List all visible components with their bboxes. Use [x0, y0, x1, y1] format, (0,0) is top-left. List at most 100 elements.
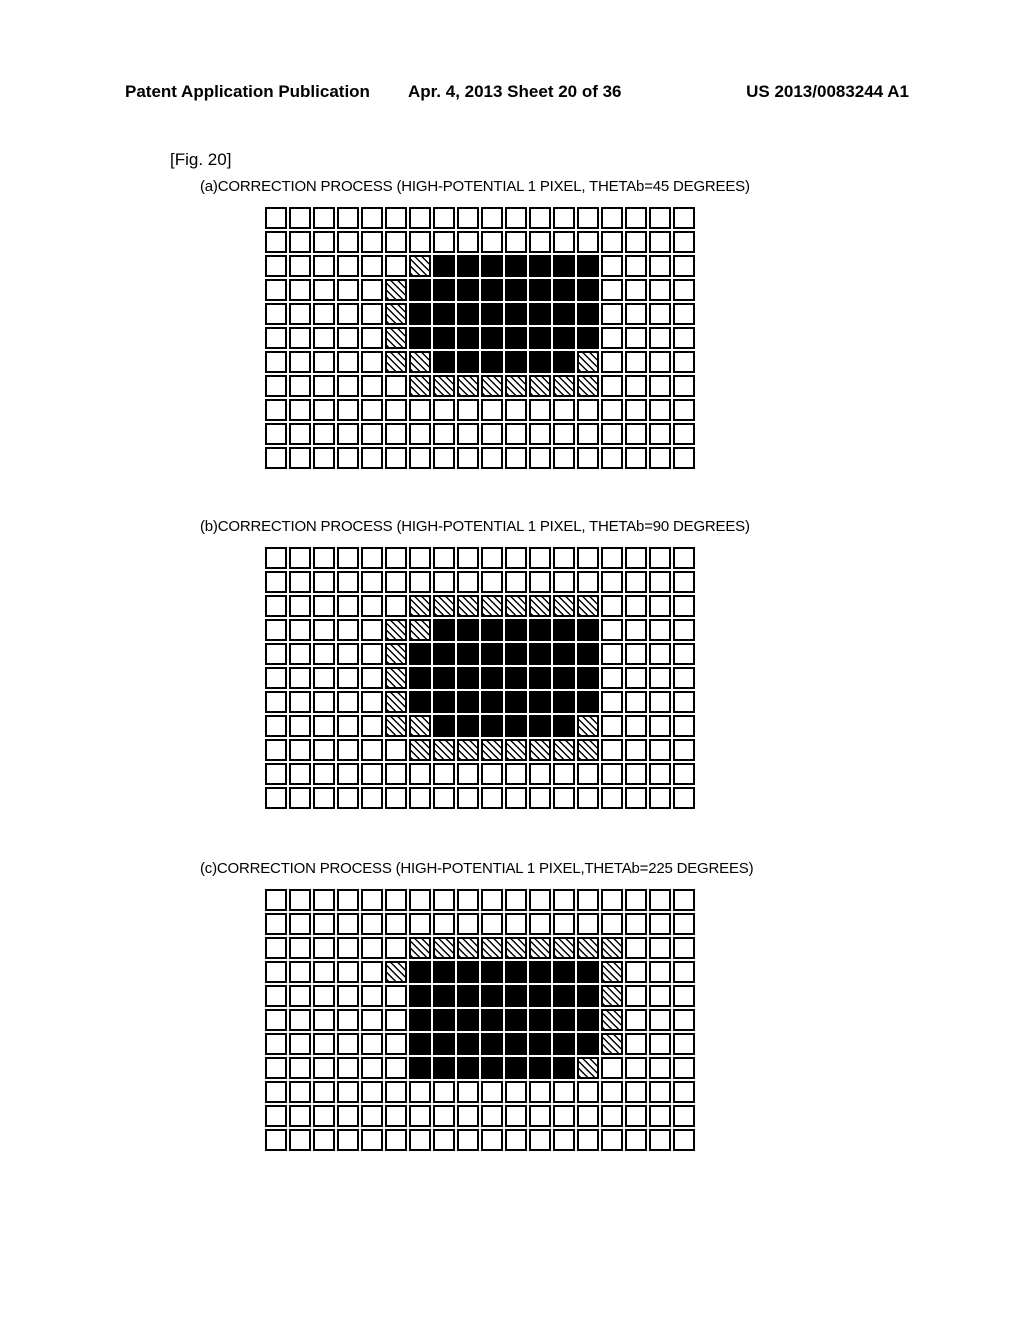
- pixel-cell: [481, 255, 503, 277]
- pixel-cell: [601, 985, 623, 1007]
- pixel-cell: [601, 763, 623, 785]
- pixel-cell: [649, 1057, 671, 1079]
- pixel-cell: [529, 763, 551, 785]
- pixel-cell: [409, 1081, 431, 1103]
- pixel-cell: [385, 447, 407, 469]
- pixel-cell: [553, 763, 575, 785]
- pixel-cell: [289, 691, 311, 713]
- pixel-cell: [313, 619, 335, 641]
- pixel-cell: [337, 619, 359, 641]
- pixel-cell: [265, 207, 287, 229]
- pixel-cell: [457, 1081, 479, 1103]
- pixel-cell: [409, 375, 431, 397]
- pixel-cell: [289, 447, 311, 469]
- pixel-cell: [601, 207, 623, 229]
- pixel-cell: [433, 327, 455, 349]
- pixel-cell: [289, 303, 311, 325]
- pixel-cell: [625, 447, 647, 469]
- pixel-cell: [433, 351, 455, 373]
- pixel-cell: [265, 1057, 287, 1079]
- pixel-cell: [409, 1105, 431, 1127]
- pixel-cell: [457, 1057, 479, 1079]
- pixel-cell: [601, 327, 623, 349]
- pixel-cell: [265, 715, 287, 737]
- pixel-cell: [265, 913, 287, 935]
- pixel-cell: [529, 595, 551, 617]
- pixel-cell: [361, 1033, 383, 1055]
- pixel-cell: [601, 1033, 623, 1055]
- pixel-cell: [337, 787, 359, 809]
- pixel-cell: [457, 255, 479, 277]
- pixel-cell: [577, 889, 599, 911]
- pixel-cell: [601, 571, 623, 593]
- pixel-cell: [673, 231, 695, 253]
- diagram-block-2: (c)CORRECTION PROCESS (HIGH-POTENTIAL 1 …: [200, 860, 760, 1153]
- pixel-cell: [649, 231, 671, 253]
- pixel-cell: [433, 961, 455, 983]
- pixel-cell: [529, 571, 551, 593]
- pixel-cell: [457, 423, 479, 445]
- pixel-cell: [649, 961, 671, 983]
- pixel-cell: [313, 985, 335, 1007]
- pixel-cell: [265, 889, 287, 911]
- pixel-cell: [409, 787, 431, 809]
- diagram-caption: (b)CORRECTION PROCESS (HIGH-POTENTIAL 1 …: [200, 518, 760, 535]
- pixel-cell: [361, 327, 383, 349]
- pixel-cell: [457, 447, 479, 469]
- pixel-cell: [625, 399, 647, 421]
- pixel-cell: [553, 1105, 575, 1127]
- pixel-cell: [457, 691, 479, 713]
- pixel-cell: [577, 961, 599, 983]
- pixel-cell: [337, 423, 359, 445]
- pixel-cell: [361, 375, 383, 397]
- pixel-cell: [529, 985, 551, 1007]
- pixel-cell: [289, 715, 311, 737]
- pixel-cell: [577, 1009, 599, 1031]
- pixel-cell: [409, 739, 431, 761]
- pixel-cell: [625, 207, 647, 229]
- pixel-cell: [481, 937, 503, 959]
- pixel-cell: [529, 937, 551, 959]
- pixel-cell: [481, 1129, 503, 1151]
- pixel-cell: [673, 985, 695, 1007]
- pixel-cell: [265, 595, 287, 617]
- pixel-cell: [673, 375, 695, 397]
- pixel-cell: [433, 447, 455, 469]
- pixel-cell: [289, 961, 311, 983]
- pixel-cell: [409, 279, 431, 301]
- pixel-cell: [385, 787, 407, 809]
- pixel-cell: [457, 619, 479, 641]
- pixel-cell: [577, 619, 599, 641]
- pixel-cell: [577, 303, 599, 325]
- pixel-cell: [265, 619, 287, 641]
- pixel-cell: [457, 547, 479, 569]
- pixel-cell: [481, 763, 503, 785]
- pixel-cell: [553, 739, 575, 761]
- pixel-cell: [433, 913, 455, 935]
- pixel-cell: [433, 985, 455, 1007]
- pixel-cell: [433, 231, 455, 253]
- pixel-cell: [289, 1033, 311, 1055]
- pixel-cell: [481, 1057, 503, 1079]
- pixel-cell: [625, 423, 647, 445]
- pixel-cell: [385, 423, 407, 445]
- pixel-cell: [313, 207, 335, 229]
- pixel-cell: [625, 739, 647, 761]
- pixel-cell: [505, 1033, 527, 1055]
- pixel-cell: [601, 447, 623, 469]
- pixel-cell: [265, 1081, 287, 1103]
- pixel-cell: [265, 787, 287, 809]
- pixel-cell: [577, 1057, 599, 1079]
- pixel-cell: [361, 547, 383, 569]
- pixel-cell: [409, 889, 431, 911]
- pixel-cell: [409, 571, 431, 593]
- pixel-cell: [649, 937, 671, 959]
- pixel-cell: [505, 1081, 527, 1103]
- pixel-cell: [265, 423, 287, 445]
- pixel-cell: [457, 279, 479, 301]
- pixel-cell: [361, 1129, 383, 1151]
- pixel-cell: [553, 1009, 575, 1031]
- pixel-cell: [481, 619, 503, 641]
- pixel-cell: [289, 375, 311, 397]
- pixel-cell: [433, 1081, 455, 1103]
